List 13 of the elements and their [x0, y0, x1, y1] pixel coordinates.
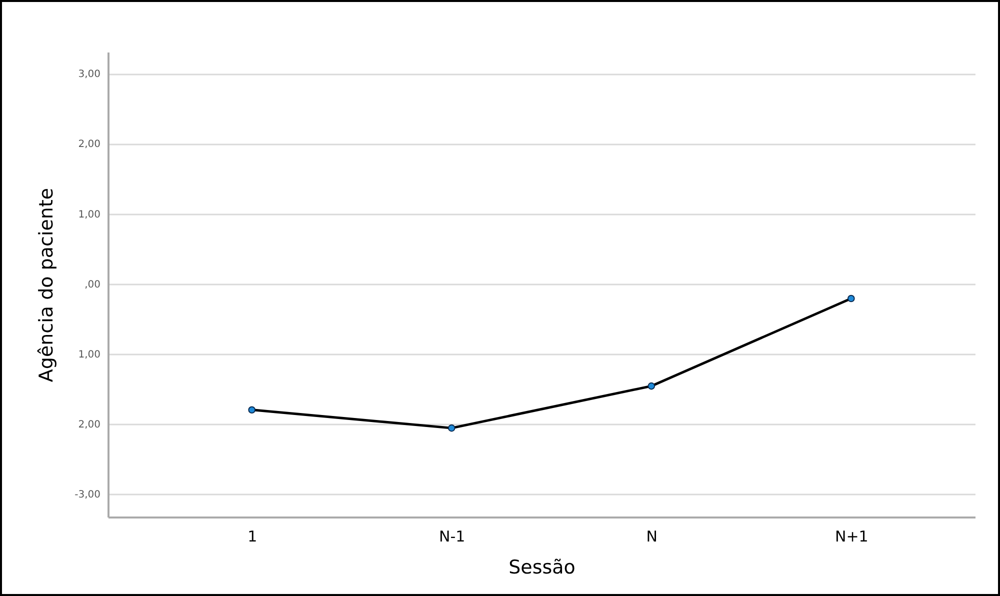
x-tick-label: N+1 [834, 528, 868, 546]
y-tick-label: 3,00 [78, 69, 100, 80]
y-axis-title: Agência do paciente [36, 188, 58, 382]
y-tick-label: 2,00 [78, 419, 100, 430]
y-tick-label: 1,00 [78, 349, 100, 360]
x-tick-label: 1 [248, 528, 258, 546]
x-tick-label: N [646, 528, 658, 546]
y-tick-label: 2,00 [78, 139, 100, 150]
x-tick-label: N-1 [439, 528, 466, 546]
y-tick-label: -3,00 [74, 489, 100, 500]
y-tick-label: 1,00 [78, 209, 100, 220]
y-tick-label: ,00 [84, 279, 100, 290]
x-axis-title: Sessão [508, 556, 576, 578]
